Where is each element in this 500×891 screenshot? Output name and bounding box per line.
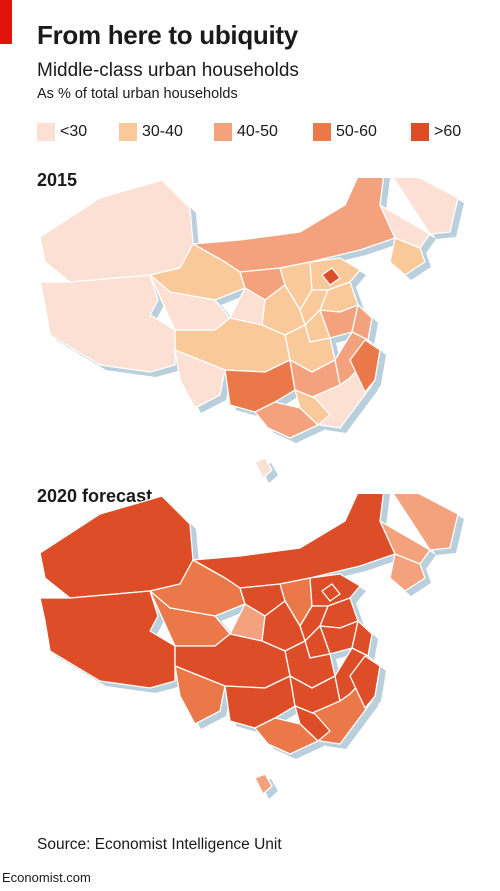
chart-subtitle: Middle-class urban households <box>37 60 299 81</box>
legend-label: >60 <box>434 123 462 140</box>
map-region <box>254 401 319 439</box>
legend-item: 30-40 <box>119 123 183 141</box>
map-region <box>254 717 319 755</box>
map-region <box>39 274 176 373</box>
legend-label: 40-50 <box>237 123 278 140</box>
legend-item: 50-60 <box>313 123 377 141</box>
site-credit: Economist.com <box>2 870 91 885</box>
map-region <box>389 553 426 592</box>
legend-label: 30-40 <box>142 123 183 140</box>
legend-swatch <box>313 123 331 141</box>
map-region <box>174 349 226 409</box>
map-region <box>39 495 194 599</box>
source-note: Source: Economist Intelligence Unit <box>37 836 282 853</box>
map-region <box>39 179 194 283</box>
map-region <box>224 675 296 729</box>
legend-swatch <box>214 123 232 141</box>
chart-unit-note: As % of total urban households <box>37 86 238 102</box>
map-title-2015: 2015 <box>37 170 78 190</box>
legend: <30 30-40 40-50 50-60 >60 <box>37 123 497 147</box>
map-region <box>39 590 176 689</box>
legend-label: 50-60 <box>336 123 377 140</box>
map-region <box>192 494 396 589</box>
map-region <box>294 389 331 426</box>
map-region <box>389 237 426 276</box>
map-2020 <box>39 494 464 799</box>
map-region <box>321 267 341 286</box>
map-region <box>349 655 381 709</box>
legend-item: >60 <box>411 123 461 141</box>
map-region <box>174 665 226 725</box>
legend-item: 40-50 <box>214 123 278 141</box>
map-title-2020: 2020 forecast <box>37 486 153 506</box>
chart-title: From here to ubiquity <box>37 20 298 50</box>
map-2015 <box>39 178 464 483</box>
legend-item: <30 <box>37 123 87 141</box>
map-region <box>392 494 459 551</box>
map-region <box>254 773 273 795</box>
map-region <box>294 705 331 742</box>
map-region <box>192 178 396 273</box>
legend-swatch <box>119 123 137 141</box>
map-region <box>224 359 296 413</box>
legend-label: <30 <box>60 123 88 140</box>
legend-swatch <box>37 123 55 141</box>
map-region <box>254 457 273 479</box>
brand-tag <box>0 0 12 44</box>
map-region <box>321 583 341 602</box>
map-region <box>392 178 459 235</box>
legend-swatch <box>411 123 429 141</box>
map-region <box>349 339 381 393</box>
